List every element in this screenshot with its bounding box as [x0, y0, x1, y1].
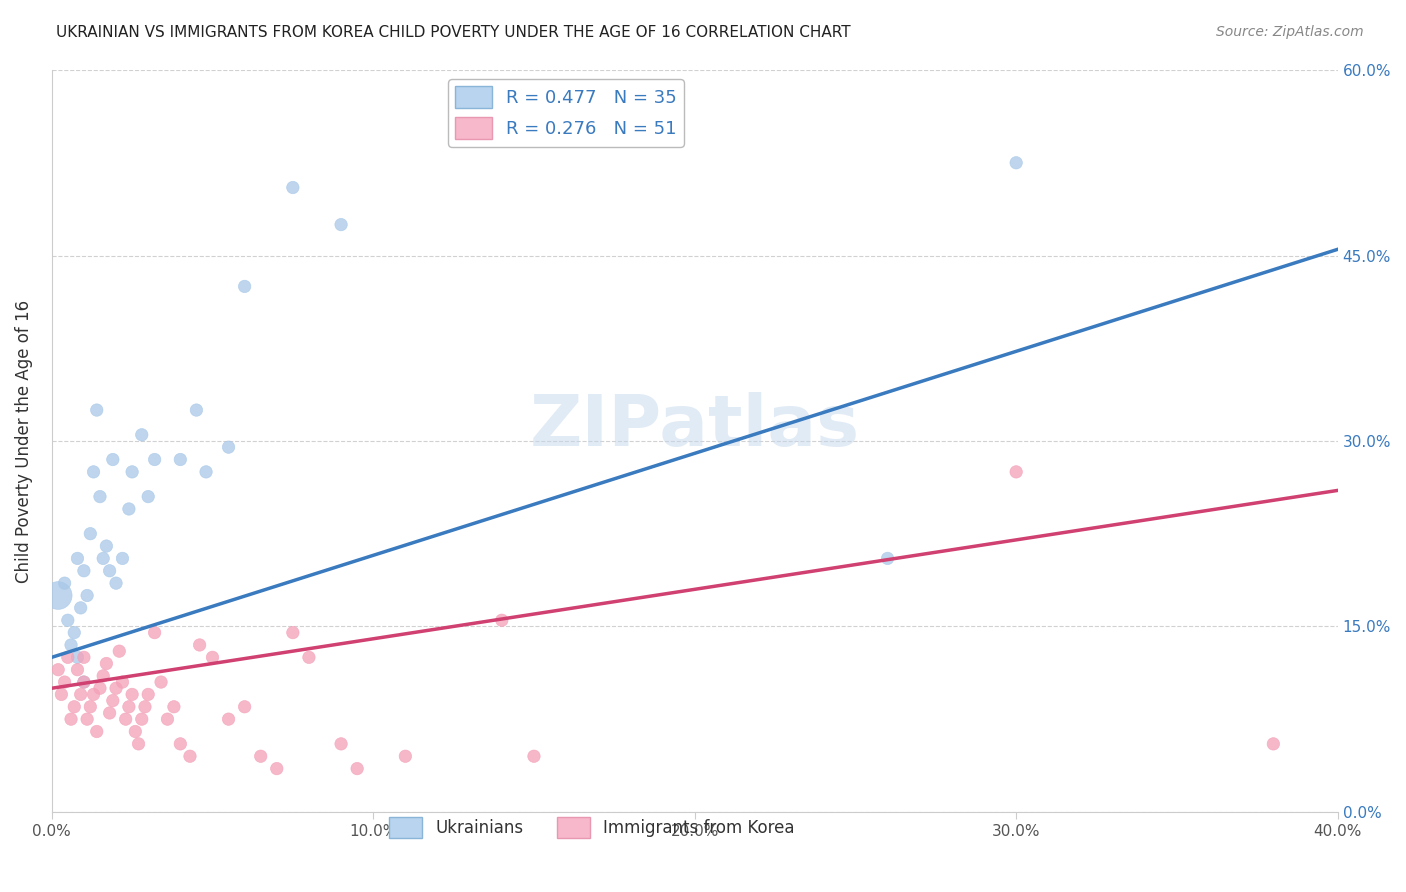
Text: ZIPatlas: ZIPatlas: [530, 392, 859, 460]
Point: [73, 675, 96, 690]
Point: [76, 712, 98, 726]
Point: [1005, 155, 1028, 169]
Point: [281, 180, 304, 194]
Point: [91, 551, 114, 566]
Point: [150, 675, 173, 690]
Point: [118, 502, 141, 516]
Point: [169, 737, 191, 751]
Point: [1005, 465, 1028, 479]
Point: [66, 663, 89, 677]
Point: [163, 699, 186, 714]
Point: [56, 613, 79, 627]
Point: [66, 551, 89, 566]
Y-axis label: Child Poverty Under the Age of 16: Child Poverty Under the Age of 16: [15, 300, 32, 582]
Point: [60, 712, 83, 726]
Point: [118, 699, 141, 714]
Point: [76, 589, 98, 603]
Point: [83, 465, 105, 479]
Point: [79, 526, 101, 541]
Point: [249, 749, 271, 764]
Point: [69, 600, 91, 615]
Point: [876, 551, 898, 566]
Point: [143, 452, 166, 467]
Point: [89, 490, 111, 504]
Point: [63, 625, 86, 640]
Point: [111, 675, 134, 690]
Point: [346, 762, 368, 776]
Point: [281, 625, 304, 640]
Point: [1263, 737, 1285, 751]
Point: [101, 693, 124, 707]
Point: [105, 681, 128, 696]
Point: [218, 440, 240, 454]
Point: [51, 688, 73, 702]
Point: [63, 699, 86, 714]
Point: [136, 490, 159, 504]
Point: [179, 749, 201, 764]
Point: [56, 650, 79, 665]
Point: [46, 589, 69, 603]
Point: [134, 699, 156, 714]
Point: [131, 712, 153, 726]
Text: UKRAINIAN VS IMMIGRANTS FROM KOREA CHILD POVERTY UNDER THE AGE OF 16 CORRELATION: UKRAINIAN VS IMMIGRANTS FROM KOREA CHILD…: [56, 25, 851, 40]
Point: [128, 737, 150, 751]
Point: [143, 625, 166, 640]
Point: [218, 712, 240, 726]
Point: [111, 551, 134, 566]
Point: [108, 644, 131, 658]
Point: [491, 613, 513, 627]
Point: [330, 737, 353, 751]
Point: [233, 279, 256, 293]
Point: [266, 762, 288, 776]
Point: [73, 650, 96, 665]
Point: [66, 650, 89, 665]
Point: [73, 675, 96, 690]
Point: [186, 403, 208, 417]
Point: [121, 688, 143, 702]
Point: [136, 688, 159, 702]
Point: [83, 688, 105, 702]
Point: [79, 699, 101, 714]
Point: [124, 724, 146, 739]
Point: [98, 564, 121, 578]
Point: [73, 564, 96, 578]
Legend: Ukrainians, Immigrants from Korea: Ukrainians, Immigrants from Korea: [382, 811, 801, 845]
Point: [53, 576, 76, 591]
Point: [394, 749, 416, 764]
Point: [69, 688, 91, 702]
Point: [298, 650, 321, 665]
Point: [89, 681, 111, 696]
Point: [156, 712, 179, 726]
Point: [91, 669, 114, 683]
Point: [105, 576, 128, 591]
Point: [201, 650, 224, 665]
Point: [46, 663, 69, 677]
Point: [188, 638, 211, 652]
Point: [96, 539, 118, 553]
Point: [114, 712, 136, 726]
Point: [86, 724, 108, 739]
Point: [169, 452, 191, 467]
Text: Source: ZipAtlas.com: Source: ZipAtlas.com: [1216, 25, 1364, 39]
Point: [330, 218, 353, 232]
Point: [98, 706, 121, 720]
Point: [121, 465, 143, 479]
Point: [96, 657, 118, 671]
Point: [195, 465, 218, 479]
Point: [523, 749, 546, 764]
Point: [233, 699, 256, 714]
Point: [86, 403, 108, 417]
Point: [60, 638, 83, 652]
Point: [53, 675, 76, 690]
Point: [131, 427, 153, 442]
Point: [101, 452, 124, 467]
